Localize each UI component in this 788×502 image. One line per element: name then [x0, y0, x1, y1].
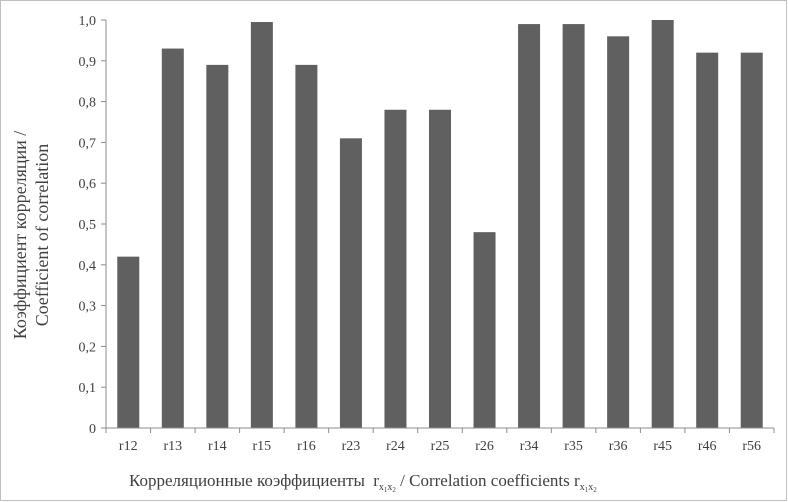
bar-r46 [696, 52, 719, 428]
y-tick-label: 0,6 [79, 177, 97, 192]
bar-r35 [562, 24, 585, 429]
bar-r15 [250, 22, 273, 428]
x-axis-title-part1: Корреляционные коэффициенты [129, 471, 369, 490]
y-tick-label: 0,3 [79, 300, 97, 315]
y-axis-ticks: 0 0,1 0,2 0,3 0,4 0,5 0,6 0,7 0,8 0,9 1,0 [79, 14, 106, 437]
bar-r56 [740, 52, 763, 428]
x-tick-label-r16: r16 [297, 439, 316, 454]
x-tick-label-r23: r23 [342, 439, 361, 454]
x-axis-title-s2a: 1 [585, 486, 589, 494]
y-tick-label: 0 [89, 422, 96, 437]
bars-group [117, 20, 763, 429]
x-tick-label-r12: r12 [119, 439, 138, 454]
x-axis-title-part2: / Correlation coefficients [396, 471, 574, 490]
x-axis-title-s1a: 1 [384, 486, 388, 494]
bar-r25 [429, 109, 451, 428]
x-tick-label-r26: r26 [475, 439, 494, 454]
x-tick-label-r36: r36 [609, 439, 628, 454]
x-tick-label-r14: r14 [208, 439, 227, 454]
y-tick-label: 0,5 [79, 218, 97, 233]
x-axis-title: Корреляционные коэффициенты rx1x2 / Corr… [129, 471, 597, 494]
x-axis-title-x2a: x [580, 482, 585, 493]
bar-r23 [339, 138, 362, 428]
bar-r24 [384, 109, 407, 428]
y-axis-title-line2: Coefficient of correlation [32, 144, 52, 327]
bar-r34 [518, 24, 541, 429]
bar-r45 [651, 20, 674, 428]
x-tick-label-r24: r24 [386, 439, 405, 454]
x-tick-label-r13: r13 [163, 439, 182, 454]
x-axis-title-x2b: x [588, 482, 593, 493]
x-tick-label-r56: r56 [742, 439, 761, 454]
x-axis-ticks: r12 r13 r14 r15 r16 r23 r24 r25 r26 r34 r35 r36 r45 r… [105, 428, 775, 454]
y-axis-title-line1: Коэффициент корреляции / [10, 131, 30, 340]
bar-r16 [295, 64, 318, 428]
y-tick-label: 0,4 [79, 259, 97, 274]
x-axis-title-s1b: 2 [392, 486, 396, 494]
x-axis-title-x1b: x [387, 482, 392, 493]
x-axis-title-s2b: 2 [593, 486, 597, 494]
x-tick-label-r46: r46 [698, 439, 717, 454]
y-tick-label: 0,7 [79, 136, 97, 151]
bar-r12 [117, 256, 140, 428]
x-tick-label-r45: r45 [653, 439, 672, 454]
y-tick-label: 0,2 [79, 340, 97, 355]
x-tick-label-r35: r35 [564, 439, 583, 454]
y-tick-label: 0,9 [79, 55, 97, 70]
y-tick-label: 0,1 [79, 381, 97, 396]
bar-r36 [607, 36, 630, 428]
bar-r14 [206, 64, 229, 428]
y-tick-label: 1,0 [79, 14, 97, 29]
bar-r26 [473, 232, 496, 428]
x-axis-title-r2: r [574, 471, 580, 490]
bar-r13 [161, 48, 184, 429]
x-tick-label-r34: r34 [520, 439, 539, 454]
x-tick-label-r15: r15 [253, 439, 272, 454]
y-tick-label: 0,8 [79, 96, 97, 111]
x-tick-label-r25: r25 [431, 439, 450, 454]
x-axis-title-r1: r [373, 471, 379, 490]
x-axis-title-x1a: x [379, 482, 384, 493]
